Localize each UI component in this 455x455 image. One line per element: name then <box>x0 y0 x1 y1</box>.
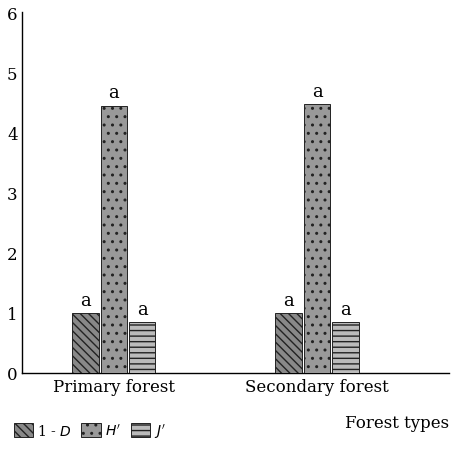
Bar <box>72 313 98 373</box>
Bar <box>129 322 155 373</box>
Bar <box>101 106 127 373</box>
Legend: 1 - $D$, $H'$, $J'$: 1 - $D$, $H'$, $J'$ <box>8 416 171 445</box>
Text: a: a <box>311 82 322 101</box>
Text: Forest types: Forest types <box>344 415 448 431</box>
Text: a: a <box>108 84 119 102</box>
Bar <box>303 105 329 373</box>
Bar <box>275 313 301 373</box>
Text: a: a <box>80 291 91 309</box>
Bar <box>332 322 358 373</box>
Text: a: a <box>136 300 147 318</box>
Text: a: a <box>283 291 293 309</box>
Text: a: a <box>339 300 350 318</box>
